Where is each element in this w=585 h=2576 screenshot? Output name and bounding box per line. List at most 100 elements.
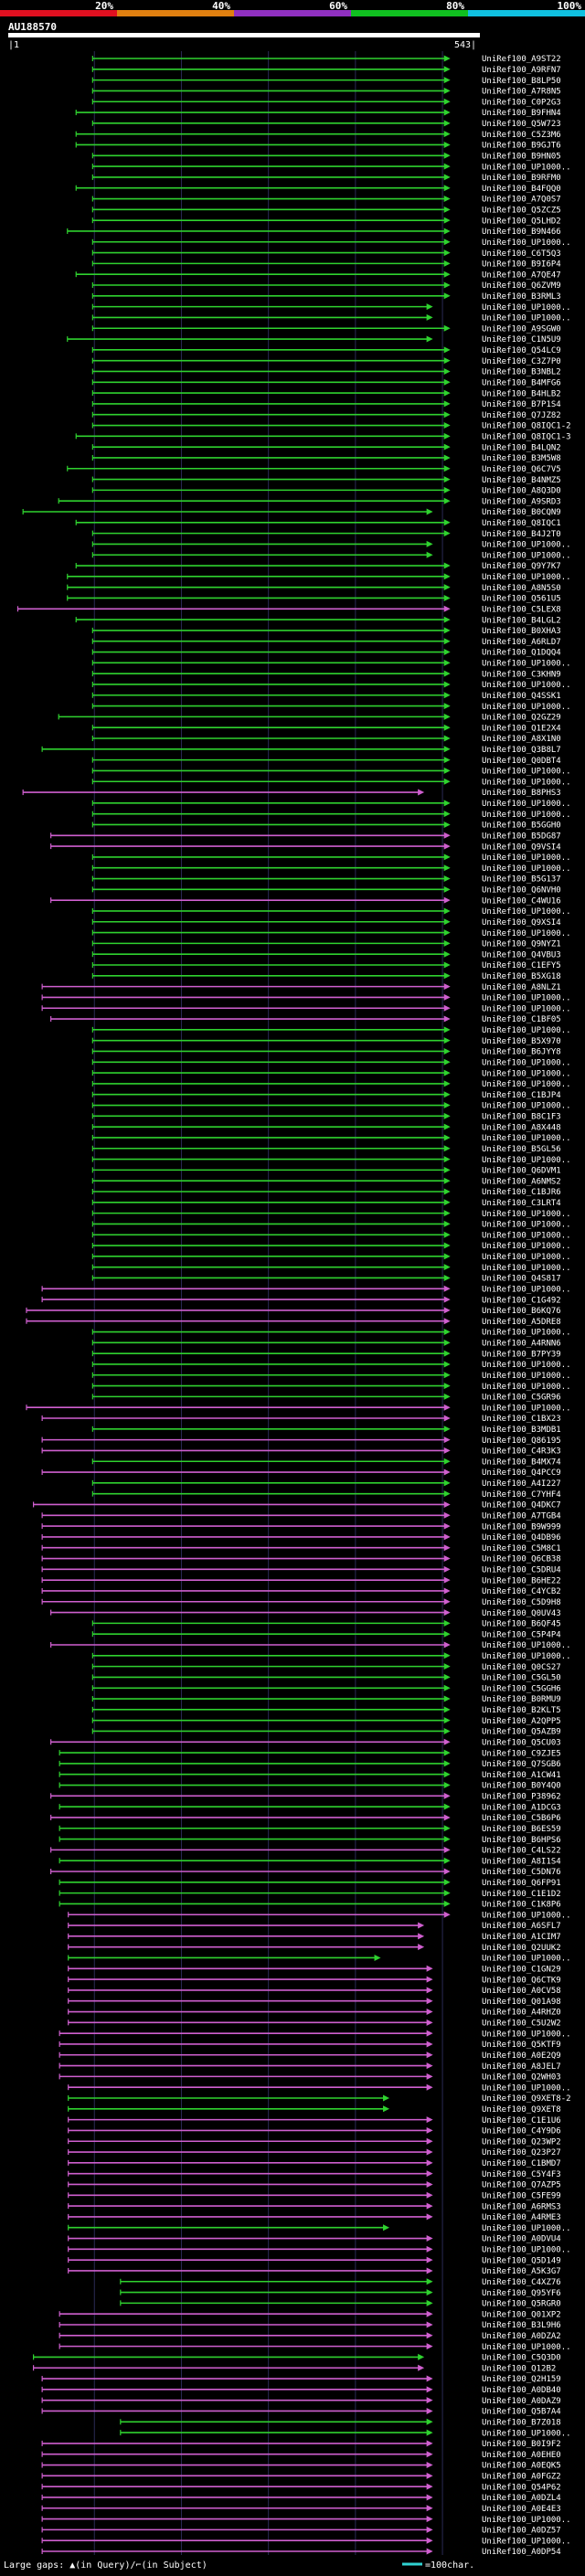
hit-row[interactable]: UniRef100_P38962 — [50, 1793, 561, 1802]
hit-row[interactable]: UniRef100_Q7JZ82 — [91, 411, 561, 420]
hit-label[interactable]: UniRef100_C5GR96 — [482, 1394, 561, 1403]
hit-row[interactable]: UniRef100_Q7SGB6 — [58, 1760, 561, 1769]
hit-row[interactable]: UniRef100_Q3B8L7 — [41, 746, 561, 755]
hit-label[interactable]: UniRef100_UP1000.. — [482, 1156, 571, 1165]
hit-label[interactable]: UniRef100_UP1000.. — [482, 768, 571, 777]
hit-label[interactable]: UniRef100_C1EFY5 — [482, 961, 561, 970]
hit-label[interactable]: UniRef100_C5Y4F3 — [482, 2170, 561, 2179]
hit-row[interactable]: UniRef100_B3L9H6 — [58, 2321, 561, 2330]
hit-row[interactable]: UniRef100_Q2UUK2 — [68, 1944, 561, 1953]
hit-row[interactable]: UniRef100_Q6DVM1 — [91, 1167, 561, 1176]
hit-row[interactable]: UniRef100_C1BJR6 — [91, 1188, 561, 1197]
hit-label[interactable]: UniRef100_C1N5U9 — [482, 335, 561, 345]
hit-row[interactable]: UniRef100_UP1000.. — [91, 929, 571, 938]
hit-row[interactable]: UniRef100_A4RME3 — [68, 2213, 561, 2222]
hit-row[interactable]: UniRef100_C5DRU4 — [41, 1566, 561, 1575]
hit-row[interactable]: UniRef100_B6JYY8 — [91, 1048, 561, 1057]
hit-row[interactable]: UniRef100_C1E1U6 — [68, 2116, 561, 2125]
hit-row[interactable]: UniRef100_B3RML3 — [91, 292, 561, 302]
hit-row[interactable]: UniRef100_C1E1D2 — [58, 1890, 561, 1899]
hit-row[interactable]: UniRef100_Q4PCC9 — [41, 1468, 561, 1478]
hit-label[interactable]: UniRef100_Q2H159 — [482, 2375, 561, 2384]
hit-label[interactable]: UniRef100_UP1000.. — [482, 1641, 571, 1650]
hit-row[interactable]: UniRef100_C4LS22 — [50, 1847, 561, 1856]
hit-label[interactable]: UniRef100_C5GL50 — [482, 1674, 561, 1683]
hit-label[interactable]: UniRef100_A7QE47 — [482, 270, 561, 280]
hit-label[interactable]: UniRef100_Q54P62 — [482, 2483, 561, 2492]
hit-row[interactable]: UniRef100_UP1000.. — [91, 163, 571, 172]
hit-label[interactable]: UniRef100_A0E2Q9 — [482, 2051, 561, 2061]
hit-label[interactable]: UniRef100_A6SFL7 — [482, 1922, 561, 1931]
hit-row[interactable]: UniRef100_UP1000.. — [91, 541, 571, 550]
hit-row[interactable]: UniRef100_UP1000.. — [91, 1026, 571, 1035]
hit-row[interactable]: UniRef100_B2KLT5 — [91, 1706, 561, 1715]
hit-label[interactable]: UniRef100_Q23WP2 — [482, 2137, 561, 2147]
hit-row[interactable]: UniRef100_B9I6P4 — [91, 260, 561, 270]
hit-label[interactable]: UniRef100_B5GL56 — [482, 1145, 561, 1154]
hit-row[interactable]: UniRef100_C5M8C1 — [41, 1544, 561, 1553]
hit-row[interactable]: UniRef100_Q1DQQ4 — [91, 649, 561, 658]
hit-label[interactable]: UniRef100_UP1000.. — [482, 2429, 571, 2438]
hit-row[interactable]: UniRef100_UP1000.. — [26, 1404, 571, 1413]
hit-row[interactable]: UniRef100_UP1000.. — [50, 1641, 571, 1650]
hit-row[interactable]: UniRef100_A7R8N5 — [91, 88, 561, 97]
hit-row[interactable]: UniRef100_C5GR96 — [91, 1394, 561, 1403]
hit-label[interactable]: UniRef100_B3RML3 — [482, 292, 561, 302]
hit-label[interactable]: UniRef100_C3KHN9 — [482, 670, 561, 679]
hit-label[interactable]: UniRef100_Q561U5 — [482, 595, 561, 604]
hit-row[interactable]: UniRef100_B6KQ76 — [26, 1307, 561, 1316]
hit-label[interactable]: UniRef100_A5DRE8 — [482, 1318, 561, 1327]
hit-row[interactable]: UniRef100_Q4VBU3 — [91, 950, 561, 959]
hit-label[interactable]: UniRef100_Q0UV43 — [482, 1609, 561, 1618]
hit-row[interactable]: UniRef100_B7PY39 — [91, 1350, 561, 1359]
hit-label[interactable]: UniRef100_UP1000.. — [482, 573, 571, 582]
hit-label[interactable]: UniRef100_UP1000.. — [482, 1058, 571, 1067]
hit-row[interactable]: UniRef100_UP1000.. — [68, 1955, 571, 1964]
hit-label[interactable]: UniRef100_B5XG18 — [482, 972, 561, 981]
hit-row[interactable]: UniRef100_C4WU16 — [50, 896, 561, 906]
hit-label[interactable]: UniRef100_UP1000.. — [482, 1911, 571, 1920]
hit-label[interactable]: UniRef100_Q9XET8-2 — [482, 2094, 571, 2104]
hit-row[interactable]: UniRef100_UP1000.. — [91, 681, 571, 690]
hit-label[interactable]: UniRef100_UP1000.. — [482, 864, 571, 874]
hit-row[interactable]: UniRef100_UP1000.. — [91, 1069, 571, 1078]
hit-label[interactable]: UniRef100_B4NMZ5 — [482, 476, 561, 485]
hit-row[interactable]: UniRef100_A9RFN7 — [91, 66, 561, 75]
hit-row[interactable]: UniRef100_B4MX74 — [91, 1458, 561, 1467]
hit-row[interactable]: UniRef100_Q54LC9 — [91, 346, 561, 355]
hit-row[interactable]: UniRef100_Q8IQC1-3 — [75, 433, 571, 442]
hit-row[interactable]: UniRef100_B0RMU9 — [91, 1695, 561, 1704]
hit-label[interactable]: UniRef100_B4MX74 — [482, 1458, 561, 1467]
hit-row[interactable]: UniRef100_C5Q3D0 — [33, 2354, 561, 2363]
hit-label[interactable]: UniRef100_B0RMU9 — [482, 1695, 561, 1704]
hit-label[interactable]: UniRef100_A1CW41 — [482, 1771, 561, 1780]
hit-label[interactable]: UniRef100_C3Z7P0 — [482, 357, 561, 366]
hit-row[interactable]: UniRef100_B0I9F2 — [41, 2440, 561, 2449]
hit-label[interactable]: UniRef100_UP1000.. — [482, 1134, 571, 1143]
hit-row[interactable]: UniRef100_A7TGB4 — [41, 1511, 561, 1521]
hit-label[interactable]: UniRef100_UP1000.. — [482, 1026, 571, 1035]
hit-row[interactable]: UniRef100_B0CQN9 — [22, 508, 561, 517]
hit-label[interactable]: UniRef100_Q9XSI4 — [482, 918, 561, 928]
hit-row[interactable]: UniRef100_Q6C7V5 — [67, 465, 561, 474]
hit-row[interactable]: UniRef100_Q5KTF9 — [58, 2041, 561, 2050]
hit-row[interactable]: UniRef100_Q9XSI4 — [91, 918, 561, 928]
hit-label[interactable]: UniRef100_Q4PCC9 — [482, 1468, 561, 1478]
hit-label[interactable]: UniRef100_Q12B2 — [482, 2364, 556, 2373]
hit-row[interactable]: UniRef100_A1DCG3 — [58, 1803, 561, 1812]
hit-row[interactable]: UniRef100_UP1000.. — [91, 1231, 571, 1240]
hit-row[interactable]: UniRef100_Q9XET8-2 — [68, 2094, 571, 2104]
hit-label[interactable]: UniRef100_UP1000.. — [482, 1955, 571, 1964]
hit-label[interactable]: UniRef100_Q5RGR0 — [482, 2300, 561, 2309]
hit-label[interactable]: UniRef100_A4RME3 — [482, 2213, 561, 2222]
hit-row[interactable]: UniRef100_B9RFM0 — [91, 174, 561, 183]
hit-row[interactable]: UniRef100_C5Y4F3 — [68, 2170, 561, 2179]
hit-row[interactable]: UniRef100_Q4DB96 — [41, 1533, 561, 1542]
hit-label[interactable]: UniRef100_B0Y4Q0 — [482, 1782, 561, 1791]
hit-label[interactable]: UniRef100_A4I227 — [482, 1479, 561, 1489]
hit-label[interactable]: UniRef100_B4J2T0 — [482, 530, 561, 539]
hit-row[interactable]: UniRef100_Q6ZVM9 — [91, 281, 561, 291]
hit-label[interactable]: UniRef100_B9RFM0 — [482, 174, 561, 183]
hit-label[interactable]: UniRef100_B7PY39 — [482, 1350, 561, 1359]
hit-row[interactable]: UniRef100_Q86195 — [41, 1436, 561, 1446]
